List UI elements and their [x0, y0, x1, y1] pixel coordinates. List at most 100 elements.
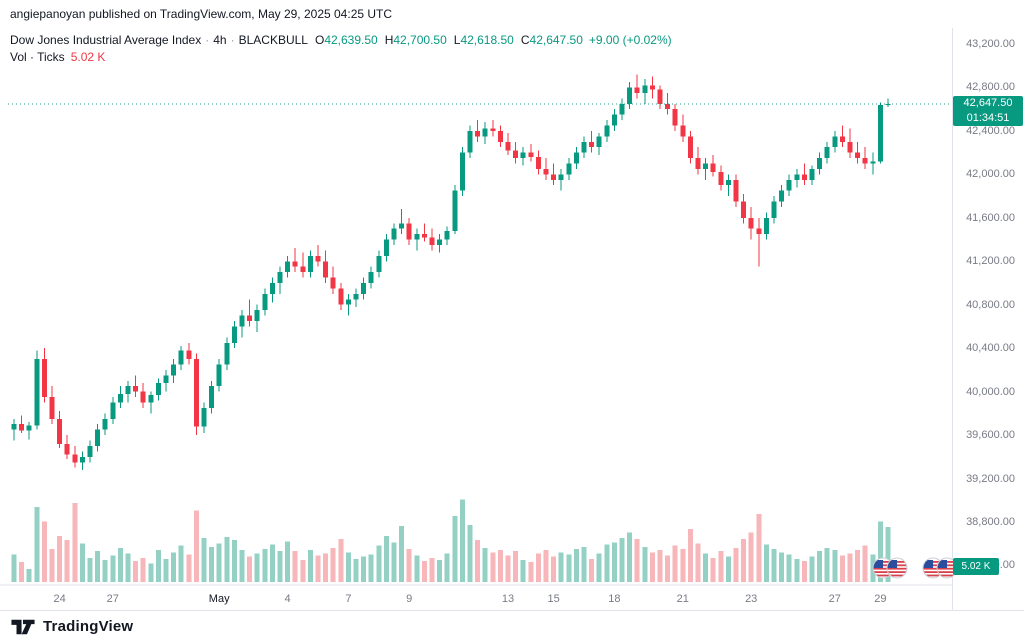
candle [193, 359, 199, 427]
volume-bar [193, 510, 199, 582]
publisher-bar: angiepanoyan published on TradingView.co… [0, 0, 1024, 28]
volume-bar [452, 516, 458, 582]
volume-bar [710, 557, 716, 582]
volume-bar [307, 550, 313, 582]
volume-bar [535, 553, 541, 582]
volume-bar [665, 555, 671, 582]
candle [315, 255, 321, 262]
volume-bar [95, 551, 101, 582]
volume-bar [733, 547, 739, 582]
volume-bar [216, 543, 222, 582]
volume-bar [254, 553, 260, 582]
candle [680, 125, 686, 137]
volume-bar [148, 563, 154, 582]
candle [414, 234, 420, 240]
volume-bar [399, 525, 405, 582]
low-letter: L [453, 33, 461, 47]
candle [330, 277, 336, 289]
volume-bar [376, 545, 382, 582]
volume-bar [680, 549, 686, 582]
volume-bar [57, 535, 63, 582]
candle [725, 179, 731, 186]
volume-bar [779, 552, 785, 582]
candle [11, 424, 17, 430]
volume-bar [49, 549, 55, 582]
volume-bar [794, 558, 800, 582]
volume-bar [345, 552, 351, 582]
candle [72, 454, 78, 463]
candle [406, 223, 412, 240]
high-value: 42,700.50 [393, 33, 447, 47]
price-axis-label: 41,200.00 [966, 255, 1015, 268]
candle [855, 152, 861, 159]
volume-bar [573, 549, 579, 582]
volume-bar [406, 549, 412, 582]
price-axis-label: 43,200.00 [966, 38, 1015, 50]
candle [209, 386, 215, 408]
broker-label: BLACKBULL [238, 33, 308, 47]
volume-bar [786, 554, 792, 582]
time-axis-label: 24 [53, 593, 65, 605]
last-price-badge: 42,647.50 01:34:51 [953, 96, 1023, 126]
volume-bar [497, 550, 503, 582]
candle [809, 168, 815, 180]
tradingview-logo-icon[interactable] [10, 618, 36, 636]
volume-bar [171, 552, 177, 582]
candle [786, 179, 792, 191]
volume-bar [581, 546, 587, 582]
candle [110, 402, 116, 419]
volume-bar [756, 513, 762, 582]
volume-bar [133, 561, 139, 582]
volume-bar [323, 553, 329, 582]
open-letter: O [314, 33, 325, 47]
volume-bar [361, 556, 367, 582]
time-axis-label: 13 [502, 593, 514, 605]
candle [756, 228, 762, 235]
candle [543, 168, 549, 175]
volume-bar [79, 543, 85, 582]
volume-bar [748, 532, 754, 582]
us-flag-event-icon[interactable] [886, 557, 908, 579]
candle [383, 239, 389, 256]
us-flag-event-icon[interactable] [936, 557, 958, 579]
price-chart-canvas[interactable]: 24 27 May 4 7 9 13 15 18 21 23 27 29 [0, 28, 952, 610]
candle [64, 443, 70, 455]
candle [558, 174, 564, 180]
volume-bar [201, 538, 207, 582]
volume-bar [718, 551, 724, 582]
volume-bar [72, 502, 78, 582]
volume-bar [231, 540, 237, 582]
candle [687, 136, 693, 159]
price-axis-label: 41,600.00 [966, 211, 1015, 224]
time-axis-label: 7 [345, 593, 351, 605]
candle [125, 386, 131, 394]
candle [665, 103, 671, 110]
candle [345, 299, 351, 305]
candle [437, 239, 443, 245]
volume-bar [657, 550, 663, 582]
volume-bar [437, 560, 443, 582]
legend-separator: · [230, 33, 235, 47]
interval-label: 4h [213, 33, 227, 47]
candle [277, 272, 283, 283]
time-axis-label: 29 [874, 593, 886, 605]
candle [338, 288, 344, 305]
volume-bar [163, 558, 169, 582]
volume-bar [809, 556, 815, 582]
candle [467, 130, 473, 153]
candle [269, 283, 275, 294]
candle [186, 350, 192, 360]
candle [589, 141, 595, 148]
candle [224, 342, 230, 365]
tradingview-brand[interactable]: TradingView [43, 618, 134, 635]
low-value: 42,618.50 [460, 33, 514, 47]
volume-bar [87, 557, 93, 582]
candle [535, 156, 541, 169]
candle [627, 87, 633, 104]
volume-bar [687, 529, 693, 582]
volume-bar [391, 542, 397, 582]
candle [452, 190, 458, 231]
volume-bar [429, 557, 435, 582]
candle [862, 158, 868, 164]
candle [148, 394, 154, 403]
